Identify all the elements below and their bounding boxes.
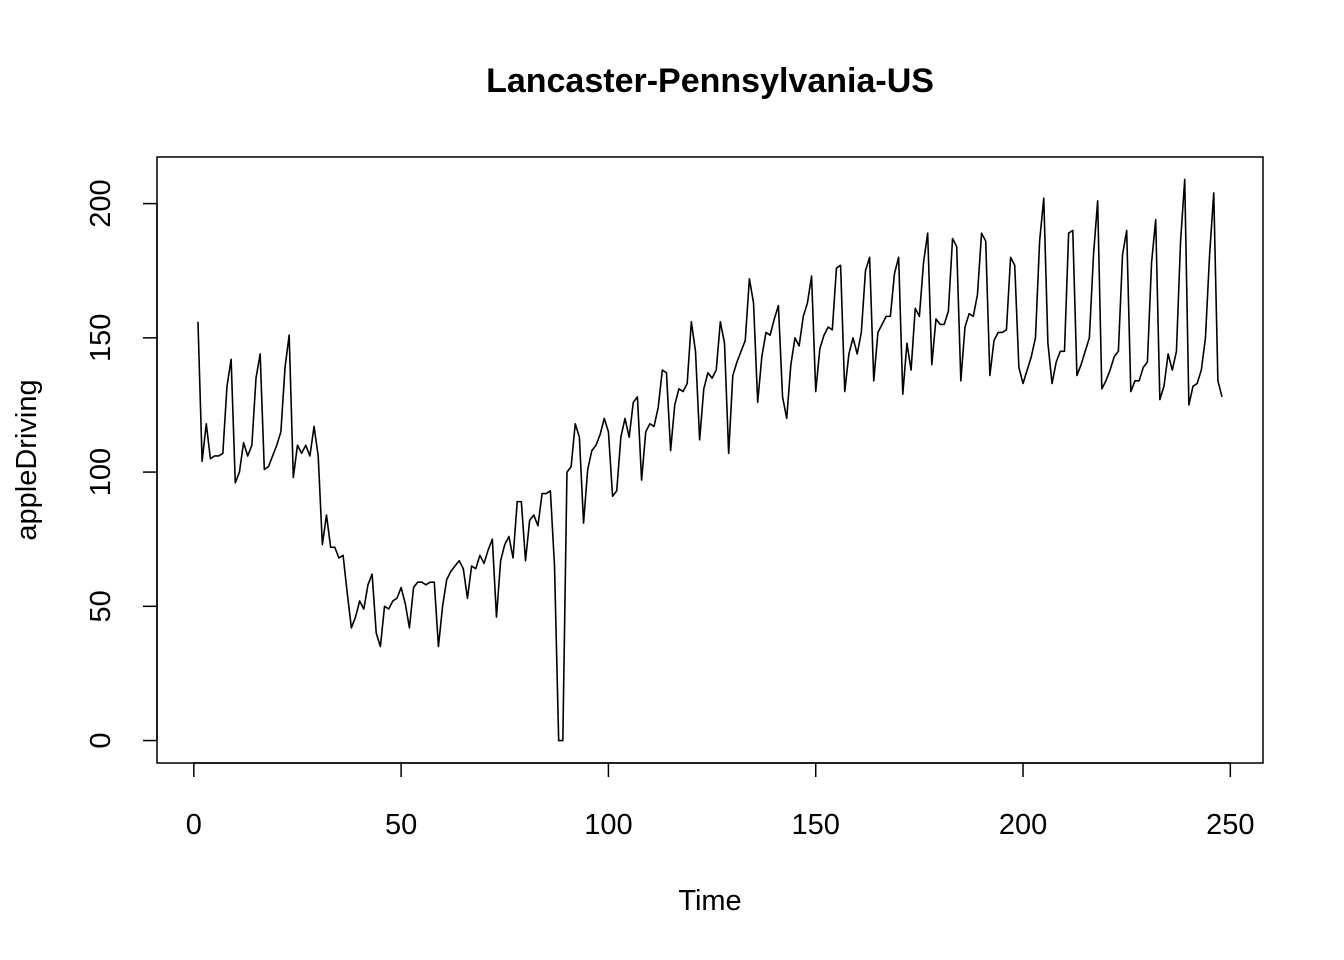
x-tick-label: 100 <box>584 809 632 841</box>
y-tick-label: 100 <box>85 448 117 496</box>
x-tick-label: 0 <box>186 809 202 841</box>
x-tick-label: 150 <box>792 809 840 841</box>
x-axis-label: Time <box>678 885 741 917</box>
y-tick-label: 50 <box>85 590 117 622</box>
x-tick-label: 250 <box>1206 809 1254 841</box>
y-axis-label: appleDriving <box>11 379 43 540</box>
y-tick-label: 0 <box>85 732 117 748</box>
x-tick-label: 200 <box>999 809 1047 841</box>
plot-frame <box>156 156 1264 764</box>
x-tick-label: 50 <box>385 809 417 841</box>
chart-title: Lancaster-Pennsylvania-US <box>486 62 934 100</box>
y-tick-label: 150 <box>85 314 117 362</box>
data-line <box>197 178 1223 742</box>
y-tick-label: 200 <box>85 179 117 227</box>
